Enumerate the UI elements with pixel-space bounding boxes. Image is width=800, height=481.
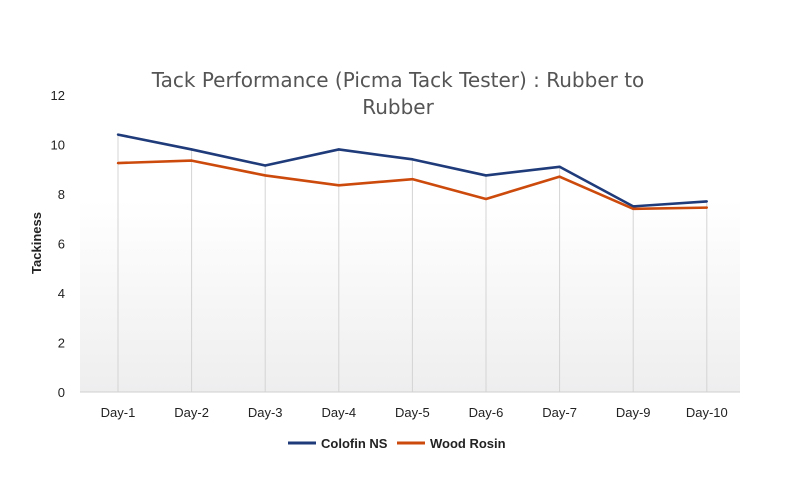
y-tick-label: 2 (58, 336, 65, 351)
x-tick-label: Day-7 (542, 405, 577, 420)
y-tick-label: 6 (58, 237, 65, 252)
data-point (337, 184, 340, 187)
y-tick-label: 12 (51, 88, 65, 103)
x-tick-label: Day-9 (616, 405, 651, 420)
data-point (411, 158, 414, 161)
data-point (116, 133, 120, 136)
chart-title-line-2: Rubber (362, 95, 434, 119)
series-lines (116, 133, 708, 211)
x-tick-label: Day-10 (686, 405, 728, 420)
data-point (484, 197, 488, 201)
x-tick-label: Day-2 (174, 405, 209, 420)
legend-entry: Wood Rosin (430, 436, 506, 451)
y-tick-label: 4 (58, 286, 65, 301)
data-point (337, 148, 340, 151)
y-axis-ticks: 0 2 4 6 8 10 12 (51, 88, 65, 400)
x-tick-label: Day-5 (395, 405, 430, 420)
data-point (411, 177, 414, 181)
data-point (705, 206, 708, 209)
vertical-gridlines (117, 134, 708, 392)
x-tick-label: Day-3 (248, 405, 283, 420)
y-tick-label: 10 (51, 138, 65, 153)
data-point (116, 161, 120, 165)
x-tick-label: Day-6 (469, 405, 504, 420)
data-point (705, 200, 708, 203)
chart-title-line-1: Tack Performance (Picma Tack Tester) : R… (151, 68, 645, 92)
data-point (190, 148, 193, 151)
data-point (558, 165, 561, 168)
x-tick-label: Day-1 (101, 405, 136, 420)
data-point (558, 175, 561, 178)
data-point (264, 174, 267, 177)
x-tick-label: Day-4 (321, 405, 356, 420)
data-point (632, 207, 635, 211)
plot-area (80, 200, 740, 392)
y-tick-label: 0 (58, 385, 65, 400)
legend-entry: Colofin NS (321, 436, 388, 451)
y-axis-label: Tackiness (29, 212, 44, 274)
x-axis-ticks: Day-1 Day-2 Day-3 Day-4 Day-5 Day-6 Day-7 Day-9… (101, 405, 728, 420)
legend: Colofin NS Wood Rosin (288, 436, 506, 451)
data-point (264, 164, 267, 167)
data-point (632, 205, 635, 208)
y-tick-label: 8 (58, 187, 65, 202)
data-point (484, 174, 488, 177)
data-point (190, 159, 193, 162)
